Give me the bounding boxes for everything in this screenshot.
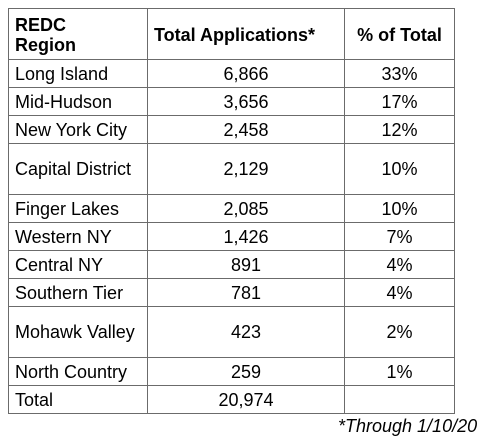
- applications-cell: 423: [147, 306, 345, 358]
- applications-cell: 6,866: [147, 59, 345, 88]
- percent-cell: 4%: [344, 278, 455, 307]
- region-cell: Capital District: [8, 143, 148, 195]
- table-row: Western NY 1,426 7%: [8, 222, 455, 251]
- header-total-applications: Total Applications*: [147, 8, 345, 60]
- table-row: New York City 2,458 12%: [8, 115, 455, 144]
- region-cell: Long Island: [8, 59, 148, 88]
- table-row: North Country 259 1%: [8, 357, 455, 386]
- region-cell: Mid-Hudson: [8, 87, 148, 116]
- table-row: Capital District 2,129 10%: [8, 143, 455, 195]
- table-total-row: Total 20,974: [8, 385, 455, 414]
- percent-cell: 17%: [344, 87, 455, 116]
- percent-cell: 1%: [344, 357, 455, 386]
- applications-cell: 2,458: [147, 115, 345, 144]
- region-cell: Finger Lakes: [8, 194, 148, 223]
- table-row: Southern Tier 781 4%: [8, 278, 455, 307]
- percent-cell: 33%: [344, 59, 455, 88]
- table-row: Central NY 891 4%: [8, 250, 455, 279]
- total-label-cell: Total: [8, 385, 148, 414]
- applications-cell: 259: [147, 357, 345, 386]
- header-percent-of-total: % of Total: [344, 8, 455, 60]
- region-cell: Western NY: [8, 222, 148, 251]
- percent-cell: 12%: [344, 115, 455, 144]
- applications-cell: 3,656: [147, 87, 345, 116]
- applications-cell: 891: [147, 250, 345, 279]
- table-row: Finger Lakes 2,085 10%: [8, 194, 455, 223]
- percent-cell: 10%: [344, 194, 455, 223]
- applications-cell: 1,426: [147, 222, 345, 251]
- percent-cell: 10%: [344, 143, 455, 195]
- region-cell: Mohawk Valley: [8, 306, 148, 358]
- total-applications-cell: 20,974: [147, 385, 345, 414]
- percent-cell: 7%: [344, 222, 455, 251]
- header-redc-region-label: REDC Region: [15, 15, 76, 55]
- region-cell: Southern Tier: [8, 278, 148, 307]
- table-row: Mohawk Valley 423 2%: [8, 306, 455, 358]
- region-cell: New York City: [8, 115, 148, 144]
- applications-table-container: REDC Region Total Applications* % of Tot…: [8, 8, 455, 414]
- region-cell: North Country: [8, 357, 148, 386]
- percent-cell: 2%: [344, 306, 455, 358]
- table-row: Mid-Hudson 3,656 17%: [8, 87, 455, 116]
- applications-cell: 2,129: [147, 143, 345, 195]
- applications-by-region-table: REDC Region Total Applications* % of Tot…: [8, 8, 455, 414]
- region-cell: Central NY: [8, 250, 148, 279]
- table-row: Long Island 6,866 33%: [8, 59, 455, 88]
- footnote: *Through 1/10/20: [338, 416, 478, 436]
- applications-cell: 781: [147, 278, 345, 307]
- percent-cell: 4%: [344, 250, 455, 279]
- total-percent-cell: [344, 385, 455, 414]
- table-header-row: REDC Region Total Applications* % of Tot…: [8, 8, 455, 60]
- applications-cell: 2,085: [147, 194, 345, 223]
- header-redc-region: REDC Region: [8, 8, 148, 60]
